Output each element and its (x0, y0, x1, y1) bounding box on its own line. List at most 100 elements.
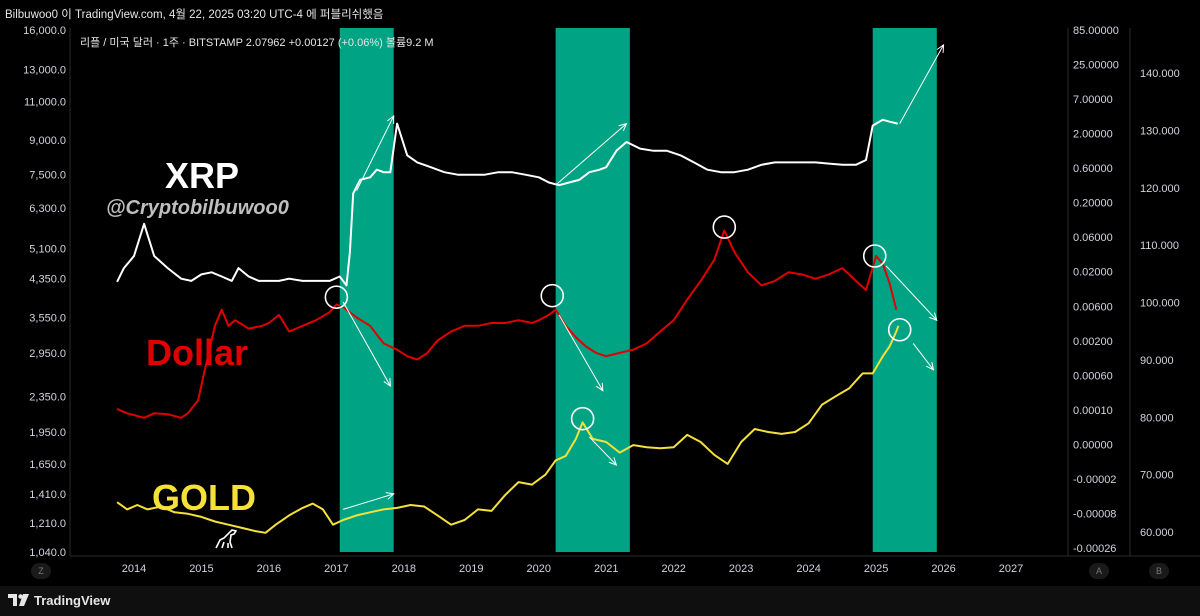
arrow-shaft (885, 265, 938, 321)
annotation-arrow (555, 122, 628, 186)
dollar-label: Dollar (146, 332, 248, 373)
annotation-arrow (589, 436, 618, 466)
handle-label: @Cryptobilbuwoo0 (106, 197, 289, 219)
left-axis-tick: 4,350.0 (29, 274, 66, 286)
middle-axis-tick: 0.00060 (1073, 370, 1113, 382)
middle-axis-tick: -0.00002 (1073, 474, 1116, 486)
middle-axis-tick: -0.00026 (1073, 543, 1116, 555)
chart-svg: 16,000.0 13,000.0 11,000.0 9,000.0 7,500.0 6,… (23, 25, 1200, 575)
right-axis-tick: 90.000 (1140, 355, 1174, 367)
axis-separators (69, 28, 1200, 557)
middle-axis-tick: 7.00000 (1073, 94, 1113, 106)
left-axis-tick: 1,950.0 (29, 427, 66, 439)
arrow-shaft (342, 301, 391, 387)
middle-axis: 85.00000 25.00000 7.00000 2.00000 0.60000 0.2… (1073, 25, 1119, 555)
annotation-labels: 리플 / 미국 달러 · 1주 · BITSTAMP 2.07962 +0.00… (80, 36, 434, 518)
axis-mode-b-button[interactable]: B (1149, 563, 1169, 579)
symbol-info: 리플 / 미국 달러 · 1주 · BITSTAMP 2.07962 +0.00… (80, 36, 434, 49)
right-axis-tick: 110.000 (1140, 240, 1179, 252)
tradingview-logo-text: TradingView (34, 593, 111, 608)
arrow-shaft (356, 115, 395, 191)
arrow-head (383, 378, 391, 388)
series-lines (116, 118, 900, 534)
middle-axis-tick: 25.00000 (1073, 60, 1119, 72)
arrow-shaft (589, 436, 617, 466)
left-axis-tick: 1,040.0 (29, 547, 66, 559)
right-axis-tick: 80.000 (1140, 412, 1174, 424)
highlight-bands (339, 28, 937, 552)
annotation-arrow (342, 301, 391, 388)
arrow-shaft (912, 343, 934, 371)
axis-mode-a-button[interactable]: A (1089, 563, 1109, 579)
dino-icon (215, 529, 238, 549)
right-axis-tick: 130.000 (1140, 125, 1180, 137)
left-axis-tick: 6,300.0 (29, 203, 66, 215)
annotation-circle (887, 317, 912, 342)
right-axis: 140.000 130.000 120.000 110.000 100.000 90.00… (1140, 68, 1180, 539)
left-axis-tick: 7,500.0 (29, 170, 66, 182)
middle-axis-tick: 0.00600 (1073, 301, 1113, 313)
left-axis-tick: 1,410.0 (29, 489, 66, 501)
x-axis-tick: 2022 (661, 563, 685, 575)
arrow-shaft (558, 314, 604, 391)
annotation-arrow (885, 265, 938, 322)
arrow-head (595, 382, 604, 392)
arrow-head (929, 312, 938, 322)
right-axis-tick: 60.000 (1140, 527, 1174, 539)
x-axis-tick: 2014 (122, 563, 146, 575)
x-axis-tick: 2020 (527, 563, 551, 575)
left-axis-tick: 2,350.0 (29, 391, 66, 403)
x-axis-tick: 2015 (189, 563, 213, 575)
arrow-shaft (899, 44, 944, 124)
annotation-circle (712, 215, 737, 239)
x-axis-tick: 2021 (594, 563, 618, 575)
arrow-head (618, 122, 628, 132)
gold-label: GOLD (152, 477, 256, 518)
highlight-band-2 (872, 28, 937, 552)
snapshot-header: Bilbuwoo0 이 TradingView.com, 4월 22, 2025… (5, 9, 384, 21)
annotation-arrow (356, 114, 395, 191)
annotation-arrows (342, 43, 945, 510)
x-axis: 2014 2015 2016 2017 2018 2019 2020 2021 2022 2023… (122, 563, 1024, 575)
annotation-arrow (342, 492, 395, 510)
left-axis-tick: 1,650.0 (29, 459, 66, 471)
left-axis-tick: 3,550.0 (29, 313, 66, 325)
middle-axis-tick: 0.02000 (1073, 267, 1113, 279)
middle-axis-tick: 0.00200 (1073, 336, 1113, 348)
left-axis-tick: 5,100.0 (29, 243, 66, 255)
annotation-arrow (558, 314, 604, 392)
x-axis-tick: 2025 (864, 563, 888, 575)
dollar-line (116, 229, 898, 419)
annotation-circles (324, 215, 912, 431)
annotation-arrow (912, 343, 935, 371)
arrow-head (608, 457, 618, 466)
axis-mode-z-button[interactable]: Z (31, 563, 51, 579)
arrow-head (936, 43, 945, 53)
arrow-shaft (555, 123, 627, 186)
annotation-arrow (899, 43, 945, 124)
arrow-head (926, 361, 935, 371)
x-axis-tick: 2027 (999, 563, 1023, 575)
left-axis-tick: 16,000.0 (23, 25, 66, 37)
highlight-band-0 (339, 28, 394, 552)
middle-axis-tick: 0.06000 (1073, 232, 1113, 244)
middle-axis-tick: 0.00010 (1073, 405, 1113, 417)
right-axis-tick: 100.000 (1140, 298, 1180, 310)
x-axis-tick: 2024 (796, 563, 820, 575)
left-axis: 16,000.0 13,000.0 11,000.0 9,000.0 7,500.0 6,… (23, 25, 66, 559)
arrow-shaft (342, 493, 394, 510)
middle-axis-tick: 0.20000 (1073, 198, 1113, 210)
x-axis-tick: 2017 (324, 563, 348, 575)
xrp-label: XRP (165, 155, 239, 196)
middle-axis-tick: -0.00008 (1073, 508, 1116, 520)
right-axis-tick: 70.000 (1140, 470, 1174, 482)
middle-axis-tick: 0.00000 (1073, 439, 1113, 451)
left-axis-tick: 13,000.0 (23, 65, 66, 77)
left-axis-tick: 1,210.0 (29, 518, 66, 530)
arrow-head (385, 492, 395, 500)
tradingview-logo-icon (8, 594, 29, 606)
xrp-line (116, 118, 898, 287)
x-axis-tick: 2018 (392, 563, 416, 575)
x-axis-tick: 2023 (729, 563, 753, 575)
annotation-circle (324, 285, 349, 309)
